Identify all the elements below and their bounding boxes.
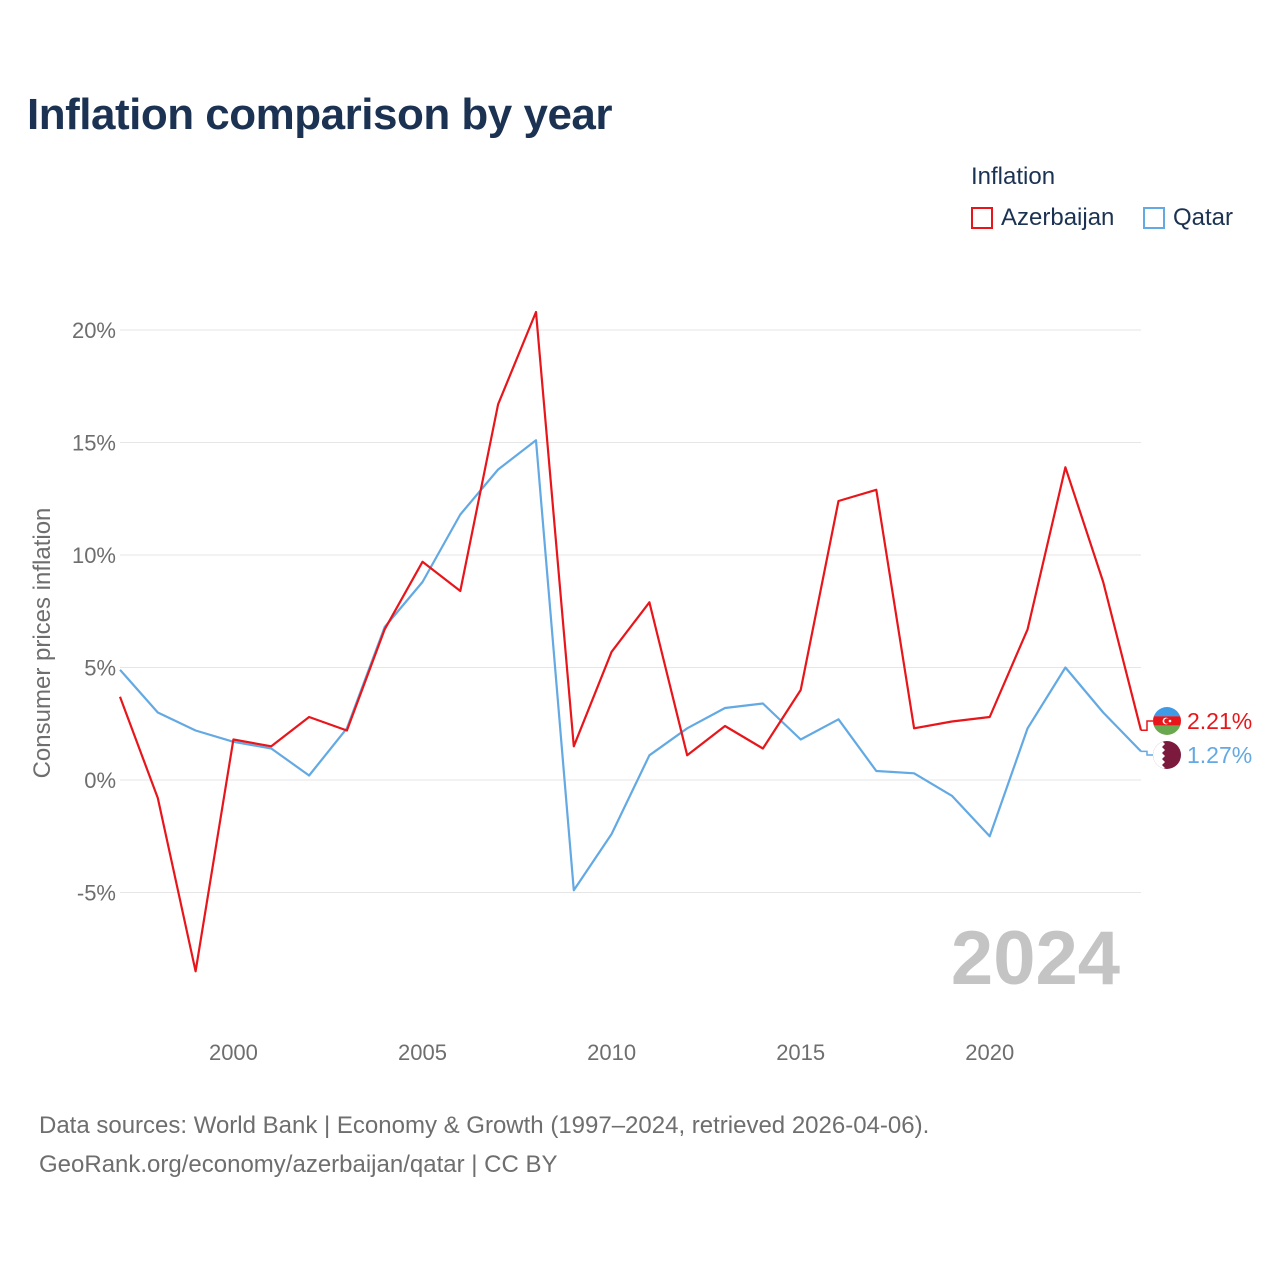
y-tick-label: 0% [84, 768, 116, 793]
data-point-azerbaijan [609, 649, 615, 655]
data-point-azerbaijan [1100, 579, 1106, 585]
series-line-qatar [119, 439, 1142, 892]
source-note: Data sources: World Bank | Economy & Gro… [39, 1106, 929, 1184]
x-tick-label: 2015 [776, 1040, 825, 1065]
legend-item-azerbaijan[interactable]: Azerbaijan [971, 204, 1114, 232]
data-point-azerbaijan [911, 725, 917, 731]
data-point-azerbaijan [193, 968, 199, 974]
data-point-qatar [1025, 725, 1031, 731]
data-point-azerbaijan [571, 743, 577, 749]
y-tick-label: 15% [72, 431, 116, 456]
data-point-azerbaijan [684, 752, 690, 758]
data-point-qatar [798, 737, 804, 743]
data-point-qatar [495, 467, 501, 473]
data-point-azerbaijan [987, 714, 993, 720]
data-point-qatar [835, 716, 841, 722]
data-point-qatar [949, 793, 955, 799]
data-point-azerbaijan [798, 687, 804, 693]
data-point-qatar [987, 833, 993, 839]
data-point-azerbaijan [420, 559, 426, 565]
azerbaijan-flag-icon [1153, 707, 1181, 735]
data-point-azerbaijan [306, 714, 312, 720]
legend-label-qatar: Qatar [1173, 204, 1234, 231]
data-point-azerbaijan [268, 743, 274, 749]
legend-swatch-qatar [1143, 207, 1165, 229]
data-point-azerbaijan [1062, 464, 1068, 470]
data-point-qatar [571, 887, 577, 893]
data-point-qatar [420, 579, 426, 585]
data-point-azerbaijan [646, 599, 652, 605]
end-connector [1141, 720, 1153, 732]
data-point-azerbaijan [230, 737, 236, 743]
data-point-azerbaijan [1025, 626, 1031, 632]
data-point-qatar [873, 768, 879, 774]
data-point-qatar [722, 705, 728, 711]
source-line-1: Data sources: World Bank | Economy & Gro… [39, 1112, 930, 1139]
year-watermark: 2024 [951, 916, 1120, 1001]
data-point-azerbaijan [949, 719, 955, 725]
data-point-qatar [911, 770, 917, 776]
x-tick-label: 2000 [209, 1040, 258, 1065]
data-point-azerbaijan [155, 795, 161, 801]
data-point-azerbaijan [760, 746, 766, 752]
data-point-qatar [646, 752, 652, 758]
data-point-azerbaijan [873, 487, 879, 493]
data-point-azerbaijan [117, 694, 123, 700]
data-point-qatar [155, 710, 161, 716]
data-point-qatar [760, 701, 766, 707]
y-tick-label: 10% [72, 543, 116, 568]
x-tick-label: 2020 [965, 1040, 1014, 1065]
data-point-qatar [117, 667, 123, 673]
y-tick-label: -5% [77, 881, 116, 906]
chart-title: Inflation comparison by year [27, 90, 613, 139]
x-tick-label: 2010 [587, 1040, 636, 1065]
end-value-label-azerbaijan: 2.21% [1187, 708, 1252, 734]
data-point-qatar [684, 725, 690, 731]
data-point-qatar [609, 831, 615, 837]
x-tick-label: 2005 [398, 1040, 447, 1065]
qatar-flag-icon [1153, 741, 1181, 769]
legend-swatch-azerbaijan [971, 207, 993, 229]
data-point-qatar [533, 437, 539, 443]
data-point-azerbaijan [344, 728, 350, 734]
source-line-2[interactable]: GeoRank.org/economy/azerbaijan/qatar | C… [39, 1151, 558, 1178]
data-point-azerbaijan [457, 588, 463, 594]
legend-label-azerbaijan: Azerbaijan [1001, 204, 1115, 231]
data-point-qatar [1062, 665, 1068, 671]
y-tick-label: 5% [84, 656, 116, 681]
data-point-azerbaijan [722, 723, 728, 729]
series-line-azerbaijan [118, 310, 1143, 973]
data-point-qatar [457, 512, 463, 518]
legend-item-qatar[interactable]: Qatar [1143, 204, 1233, 232]
data-point-qatar [306, 773, 312, 779]
data-point-qatar [1100, 710, 1106, 716]
data-point-azerbaijan [533, 309, 539, 315]
y-tick-label: 20% [72, 318, 116, 343]
legend-title: Inflation [971, 163, 1056, 190]
data-point-azerbaijan [835, 498, 841, 504]
end-value-label-qatar: 1.27% [1187, 742, 1252, 768]
data-point-azerbaijan [495, 401, 501, 407]
data-point-qatar [193, 728, 199, 734]
end-connector [1141, 750, 1153, 756]
data-point-azerbaijan [382, 626, 388, 632]
